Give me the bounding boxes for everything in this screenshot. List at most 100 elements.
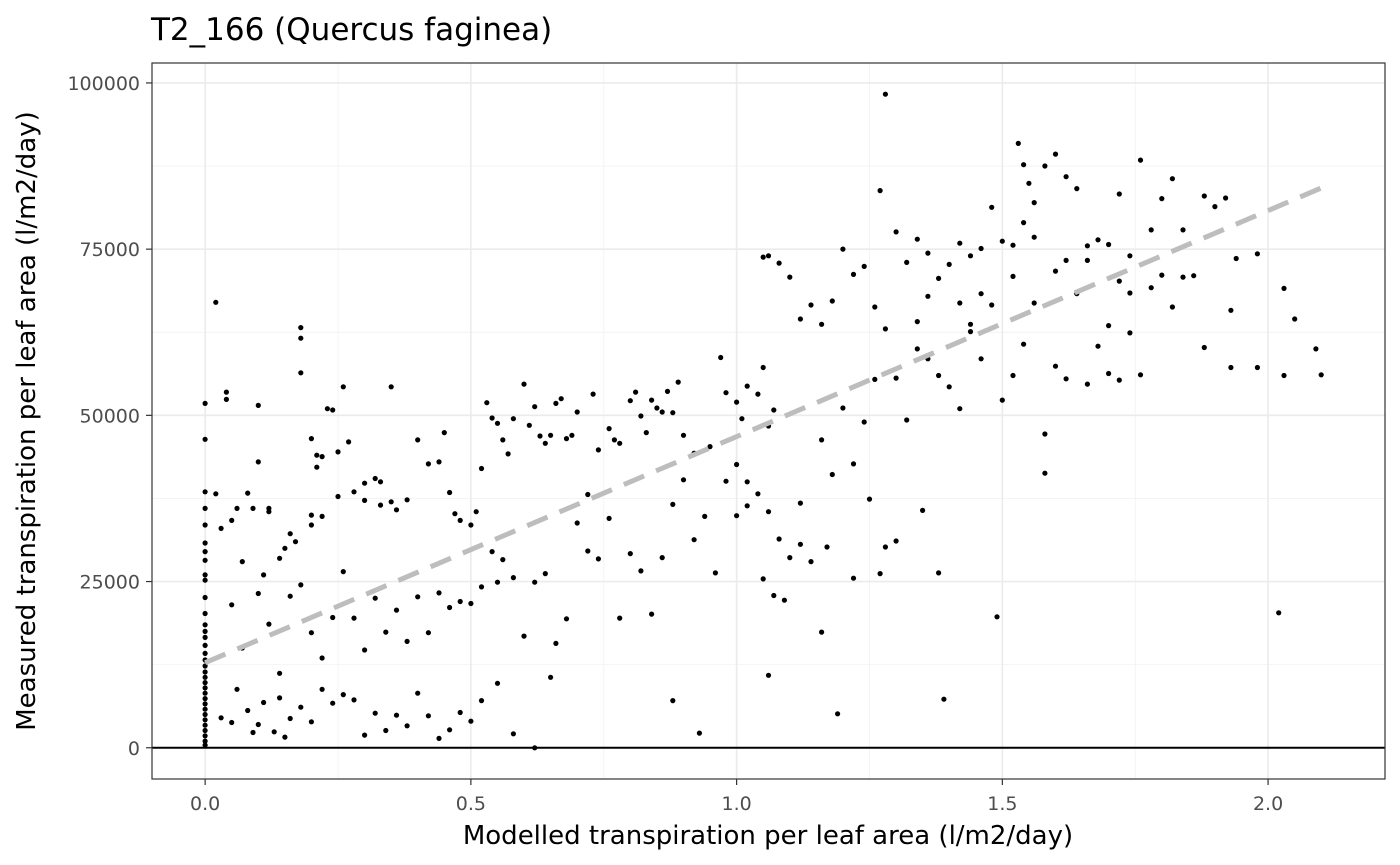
data-point [510,575,516,581]
data-point [425,713,431,719]
data-point [744,503,750,509]
data-point [563,436,570,442]
data-point [229,602,235,608]
data-point [659,555,665,561]
data-point [277,555,283,561]
data-point [351,615,357,621]
data-point [914,236,920,242]
data-point [223,389,229,395]
data-point [335,493,341,500]
data-point [882,326,889,332]
data-point [1084,381,1090,387]
data-point [282,545,288,551]
data-point [978,291,984,297]
data-point [1127,253,1133,259]
data-point [250,505,256,511]
data-point [1137,372,1144,378]
data-point [1021,341,1027,347]
data-point [734,461,740,468]
data-point [808,302,814,308]
data-point [425,630,431,636]
data-point [261,699,267,706]
data-point [202,742,208,748]
data-point [213,491,219,497]
data-point [994,614,1000,620]
data-point [1031,200,1037,206]
data-point [500,437,506,443]
data-point [638,413,644,419]
data-point [877,188,883,194]
data-point [308,630,314,636]
data-point [388,384,394,390]
data-point [447,727,453,733]
data-point [882,544,889,550]
data-point [202,549,208,555]
data-point [654,405,660,411]
data-point [1042,470,1048,476]
data-point [202,733,208,739]
data-point [680,432,687,438]
data-point [760,254,766,260]
data-point [590,391,596,397]
data-point [744,383,750,389]
data-point [1031,234,1037,240]
data-point [202,610,208,617]
data-point [760,364,766,371]
data-point [882,91,889,97]
data-point [675,379,681,385]
data-point [468,600,474,607]
data-point [340,569,346,575]
data-point [404,723,410,729]
data-point [553,400,559,406]
data-point [606,426,612,432]
data-point [1010,242,1016,248]
data-point [904,259,910,265]
data-point [436,590,442,596]
data-point [925,250,931,256]
data-point [1106,370,1112,377]
data-point [298,325,304,331]
data-point [202,577,208,583]
data-point [234,505,240,511]
data-point [287,593,293,599]
data-point [840,246,846,252]
data-point [1223,195,1229,201]
data-point [659,409,665,415]
data-point [670,698,676,704]
y-tick-label: 50000 [80,405,140,427]
data-point [696,730,703,736]
data-point [755,391,761,397]
data-point [1228,364,1234,371]
data-point [1228,307,1234,313]
data-point [308,719,314,725]
data-point [787,274,793,280]
data-point [595,447,602,453]
data-point [255,459,261,465]
data-point [989,204,995,210]
data-point [797,316,804,322]
data-point [505,451,511,457]
data-point [250,729,256,736]
data-point [1084,257,1090,263]
data-point [819,629,825,635]
data-point [941,696,947,702]
data-point [372,475,378,482]
data-point [468,718,474,724]
data-point [229,719,235,726]
data-point [500,557,506,563]
data-point [330,614,336,621]
data-point [595,556,602,562]
data-point [213,299,219,305]
data-point [473,509,479,515]
x-tick-label: 0.5 [456,793,486,815]
data-point [393,607,400,613]
data-point [957,300,963,306]
data-point [1021,162,1027,168]
y-axis-title: Measured transpiration per leaf area (l/… [12,111,42,731]
data-point [298,582,304,588]
data-point [234,686,240,692]
data-point [324,406,330,412]
data-point [292,539,299,545]
data-point [606,515,612,522]
